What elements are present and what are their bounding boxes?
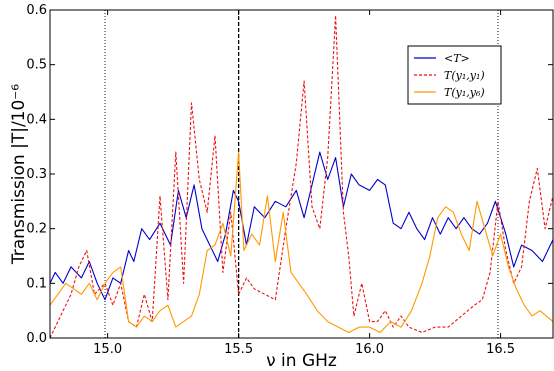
y-tick-label: 0.1 [26,276,47,291]
series-layer [49,14,554,339]
x-tick-label: 16.0 [355,342,384,357]
legend-label-1: T(y₁,y₁) [444,69,485,82]
series-line-0 [49,151,554,301]
y-tick-label: 0.3 [26,167,47,182]
x-tick-label: 15.0 [93,342,122,357]
axis-ticks: 15.0 15.5 16.0 16.5 0.0 0.1 0.2 0.3 0.4 0.5 0.6 [26,3,553,357]
legend: <T> T(y₁,y₁) T(y₁,y₆) [407,45,502,105]
y-tick-label: 0.0 [26,331,47,346]
y-axis-label: Transmission |T|/10⁻⁶ [9,84,29,265]
legend-label-2: T(y₁,y₆) [444,86,485,99]
y-tick-label: 0.6 [26,3,47,18]
y-tick-label: 0.2 [26,222,47,237]
y-tick-label: 0.5 [26,58,47,73]
x-axis-label: ν in GHz [266,351,337,371]
legend-box [407,45,502,105]
y-tick-label: 0.4 [26,112,47,127]
series-line-2 [49,151,554,334]
x-tick-label: 15.5 [224,342,253,357]
legend-label-0: <T> [444,52,470,65]
x-tick-label: 16.5 [486,342,515,357]
